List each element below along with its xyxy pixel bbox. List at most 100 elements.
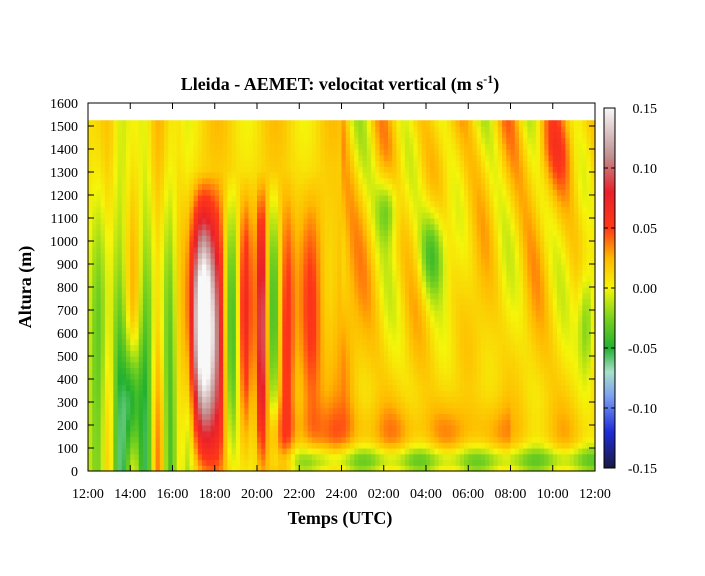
heatmap-cell [248, 166, 254, 173]
heatmap-cell [413, 143, 419, 150]
heatmap-cell [333, 442, 338, 449]
heatmap-cell [358, 143, 364, 150]
heatmap-cell [349, 195, 355, 202]
heatmap-cell [88, 229, 93, 236]
heatmap-cell [295, 183, 300, 190]
heatmap-cell [320, 321, 326, 328]
heatmap-cell [273, 310, 279, 317]
heatmap-cell [303, 298, 309, 305]
heatmap-cell [210, 367, 216, 374]
heatmap-cell [269, 344, 275, 351]
heatmap-cell [214, 166, 220, 173]
heatmap-cell [362, 419, 368, 426]
heatmap-cell [358, 356, 364, 363]
heatmap-cell [88, 126, 93, 133]
heatmap-cell [252, 120, 258, 127]
heatmap-cell [257, 229, 262, 236]
heatmap-cell [337, 149, 343, 156]
heatmap-cell [366, 453, 372, 461]
heatmap-cell [202, 402, 207, 409]
heatmap-cell [172, 154, 178, 162]
heatmap-cell [286, 189, 292, 196]
heatmap-cell [299, 200, 305, 208]
heatmap-cell [371, 200, 376, 208]
heatmap-cell [218, 459, 224, 466]
heatmap-cell [180, 137, 186, 144]
heatmap-cell [299, 430, 305, 438]
heatmap-cell [126, 218, 131, 225]
heatmap-cell [392, 356, 398, 363]
heatmap-cell [121, 321, 127, 328]
heatmap-cell [134, 407, 140, 415]
heatmap-cell [269, 206, 275, 213]
heatmap-cell [218, 430, 224, 438]
heatmap-cell [96, 212, 102, 219]
heatmap-cell [295, 200, 300, 208]
heatmap-cell [316, 143, 321, 150]
heatmap-cell [117, 390, 123, 397]
heatmap-cell [286, 379, 292, 386]
heatmap-cell [273, 390, 279, 397]
heatmap-cell [214, 333, 220, 340]
heatmap-cell [121, 206, 127, 213]
heatmap-cell [180, 442, 186, 449]
heatmap-cell [104, 160, 110, 167]
heatmap-cell [227, 390, 233, 397]
heatmap-cell [134, 252, 140, 259]
heatmap-cell [333, 275, 338, 282]
heatmap-cell [290, 315, 296, 323]
heatmap-cell [320, 200, 326, 208]
heatmap-cell [333, 241, 338, 248]
heatmap-cell [210, 361, 216, 369]
heatmap-cell [337, 453, 343, 461]
heatmap-cell [138, 287, 144, 294]
heatmap-cell [151, 310, 157, 317]
heatmap-cell [176, 321, 182, 328]
heatmap-cell [290, 448, 296, 455]
heatmap-cell [223, 367, 229, 374]
heatmap-cell [218, 413, 224, 420]
heatmap-cell [299, 350, 305, 357]
heatmap-cell [151, 218, 157, 225]
heatmap-cell [261, 154, 267, 162]
heatmap-cell [231, 344, 237, 351]
heatmap-cell [316, 218, 321, 225]
heatmap-cell [392, 154, 398, 162]
heatmap-cell [295, 281, 300, 288]
heatmap-cell [311, 177, 317, 185]
heatmap-cell [269, 183, 275, 190]
heatmap-cell [303, 338, 309, 346]
heatmap-cell [358, 287, 364, 294]
heatmap-cell [214, 356, 220, 363]
heatmap-cell [130, 310, 136, 317]
heatmap-cell [176, 195, 182, 202]
heatmap-cell [155, 200, 161, 208]
heatmap-cell [265, 298, 271, 305]
heatmap-cell [130, 143, 136, 150]
heatmap-cell [92, 373, 98, 380]
heatmap-cell [392, 252, 398, 259]
heatmap-cell [349, 246, 355, 254]
heatmap-cell [168, 413, 174, 420]
heatmap-cell [421, 396, 427, 403]
heatmap-cell [151, 350, 157, 357]
heatmap-cell [311, 430, 317, 438]
heatmap-cell [311, 425, 317, 432]
heatmap-cell [379, 223, 385, 231]
heatmap-cell [362, 373, 368, 380]
heatmap-cell [265, 402, 271, 409]
heatmap-cell [117, 212, 123, 219]
heatmap-cell [362, 269, 368, 277]
heatmap-cell [417, 120, 423, 127]
heatmap-cell [290, 413, 296, 420]
heatmap-cell [265, 149, 271, 156]
heatmap-cell [286, 218, 292, 225]
heatmap-cell [164, 333, 169, 340]
heatmap-cell [100, 327, 106, 334]
heatmap-cell [252, 459, 258, 466]
heatmap-cell [375, 298, 381, 305]
heatmap-cell [261, 200, 267, 208]
heatmap-cell [295, 292, 300, 300]
heatmap-cell [303, 149, 309, 156]
heatmap-cell [96, 195, 102, 202]
